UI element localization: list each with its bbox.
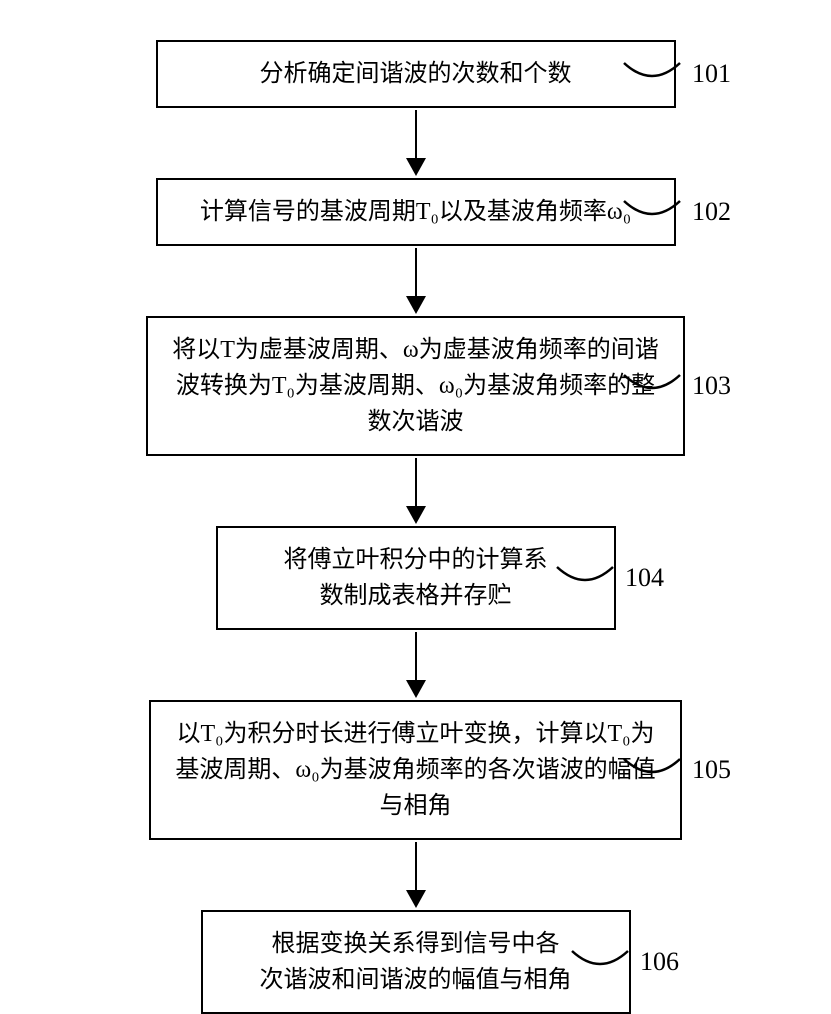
arc-104 (555, 563, 615, 593)
flow-box-106: 根据变换关系得到信号中各 次谐波和间谐波的幅值与相角 (201, 910, 631, 1014)
flow-label-103: 103 (692, 371, 731, 401)
flow-text-104-l2: 数制成表格并存贮 (320, 583, 512, 609)
flow-text-101: 分析确定间谐波的次数和个数 (260, 61, 572, 87)
flow-row-104: 将傅立叶积分中的计算系 数制成表格并存贮 104 (0, 526, 831, 630)
flow-text-105-l2: 基波周期、ω₀为基波角频率的各次谐波的幅值 (175, 757, 655, 783)
flow-text-103-l3: 数次谐波 (368, 409, 464, 435)
flow-text-104-l1: 将傅立叶积分中的计算系 (284, 547, 548, 573)
flow-label-104: 104 (625, 563, 664, 593)
arrow-5 (406, 840, 426, 910)
arrow-1 (406, 108, 426, 178)
arc-101 (622, 59, 682, 89)
flow-text-102: 计算信号的基波周期T₀以及基波角频率ω₀ (200, 199, 631, 225)
flow-row-103: 将以T为虚基波周期、ω为虚基波角频率的间谐 波转换为T₀为基波周期、ω₀为基波角… (0, 316, 831, 456)
flow-label-106: 106 (640, 947, 679, 977)
arc-103 (622, 371, 682, 401)
flow-row-102: 计算信号的基波周期T₀以及基波角频率ω₀ 102 (0, 178, 831, 246)
arc-102 (622, 197, 682, 227)
flow-text-105-l3: 与相角 (379, 793, 451, 819)
flow-label-102: 102 (692, 197, 731, 227)
flow-box-103: 将以T为虚基波周期、ω为虚基波角频率的间谐 波转换为T₀为基波周期、ω₀为基波角… (146, 316, 684, 456)
flow-text-103-l1: 将以T为虚基波周期、ω为虚基波角频率的间谐 (172, 337, 658, 363)
arrow-2 (406, 246, 426, 316)
flow-text-105-l1: 以T₀为积分时长进行傅立叶变换，计算以T₀为 (176, 721, 654, 747)
flow-text-103-l2: 波转换为T₀为基波周期、ω₀为基波角频率的整 (176, 373, 655, 399)
flow-row-105: 以T₀为积分时长进行傅立叶变换，计算以T₀为 基波周期、ω₀为基波角频率的各次谐… (0, 700, 831, 840)
flow-text-106-l2: 次谐波和间谐波的幅值与相角 (260, 967, 572, 993)
arrow-4 (406, 630, 426, 700)
arc-106 (570, 947, 630, 977)
arc-105 (622, 755, 682, 785)
arrow-3 (406, 456, 426, 526)
flow-box-102: 计算信号的基波周期T₀以及基波角频率ω₀ (156, 178, 676, 246)
flow-row-101: 分析确定间谐波的次数和个数 101 (0, 40, 831, 108)
flowchart-container: 分析确定间谐波的次数和个数 101 计算信号的基波周期T₀以及基波角频率ω₀ 1… (0, 40, 831, 1014)
flow-label-105: 105 (692, 755, 731, 785)
flow-box-101: 分析确定间谐波的次数和个数 (156, 40, 676, 108)
flow-row-106: 根据变换关系得到信号中各 次谐波和间谐波的幅值与相角 106 (0, 910, 831, 1014)
flow-text-106-l1: 根据变换关系得到信号中各 (272, 931, 560, 957)
flow-box-105: 以T₀为积分时长进行傅立叶变换，计算以T₀为 基波周期、ω₀为基波角频率的各次谐… (149, 700, 681, 840)
flow-label-101: 101 (692, 59, 731, 89)
